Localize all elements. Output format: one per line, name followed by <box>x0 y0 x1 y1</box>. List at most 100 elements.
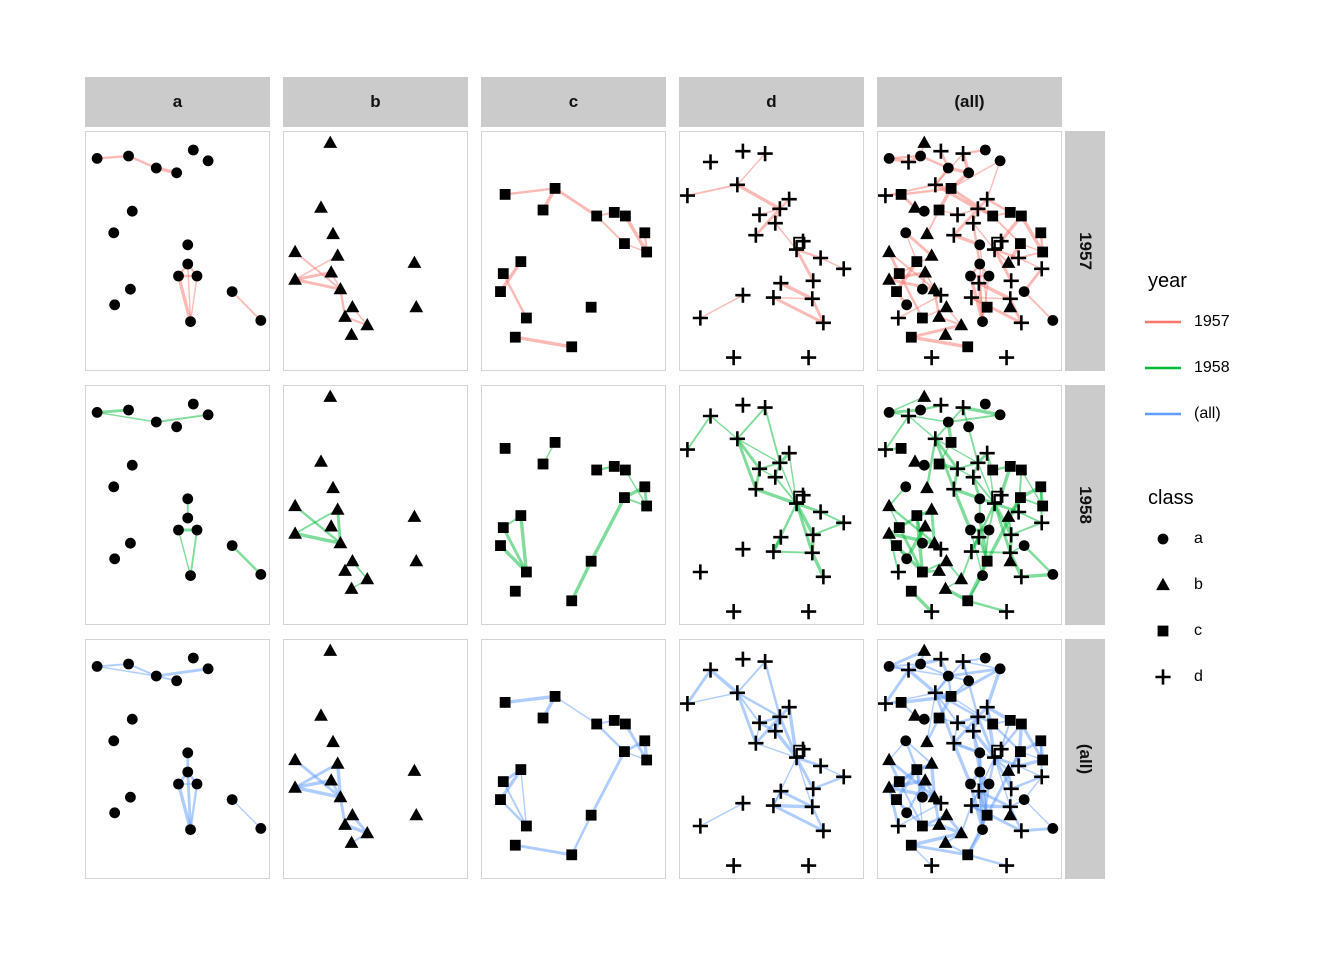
node-a15-circle-icon <box>901 807 913 819</box>
node-c12-square-icon <box>891 286 902 297</box>
node-c15-square-icon <box>905 839 917 851</box>
node-d22-plus-icon <box>726 858 742 874</box>
node-a9-circle-icon <box>182 493 194 505</box>
edge-d12-d19 <box>795 756 813 808</box>
node-b5-triangle-icon <box>924 248 939 261</box>
node-a17-circle-icon <box>1047 823 1059 834</box>
edge-d12-d19 <box>993 756 1011 808</box>
node-d14-plus-icon <box>836 261 852 277</box>
edge-c1-c2 <box>503 187 557 196</box>
node-d11-plus-icon <box>993 233 1009 249</box>
edge-d7-d9 <box>956 721 975 733</box>
node-b12-triangle-icon <box>954 826 969 839</box>
node-c9-square-icon <box>641 754 653 766</box>
node-d16-plus-icon <box>971 275 987 291</box>
node-b10-triangle-icon <box>939 300 954 313</box>
node-c3-square-icon <box>933 458 945 470</box>
facet-plot-a-(all) <box>91 652 267 835</box>
node-c4-square-icon <box>987 464 999 476</box>
node-d11-plus-icon <box>795 741 811 757</box>
node-d7-plus-icon <box>751 207 768 223</box>
node-a14-circle-icon <box>917 283 928 295</box>
edge-c10-c13 <box>519 513 529 574</box>
node-b2-triangle-icon <box>908 200 922 213</box>
edge-d14-d15 <box>812 521 845 536</box>
node-c2-square-icon <box>945 691 957 702</box>
node-d6-plus-icon <box>979 191 995 207</box>
node-a10-circle-icon <box>974 766 986 778</box>
node-d11-plus-icon <box>795 233 811 249</box>
edge-c2-c4 <box>554 695 598 725</box>
node-c11-square-icon <box>893 776 905 787</box>
node-b3-triangle-icon <box>326 734 340 748</box>
node-d13-plus-icon <box>813 250 829 266</box>
node-d9-plus-icon <box>767 469 783 485</box>
edge-c15-c16 <box>513 335 574 349</box>
node-a3-circle-icon <box>150 162 162 174</box>
node-b7-triangle-icon <box>288 526 302 539</box>
facet-row-strip-1958: 1958 <box>1065 385 1105 625</box>
facet-plot-(all)-(all) <box>877 643 1059 874</box>
node-d16-plus-icon <box>773 275 789 291</box>
edge-d17-d21 <box>771 804 825 833</box>
node-d18-plus-icon <box>933 287 949 303</box>
node-a5-circle-icon <box>187 652 199 664</box>
node-square-open-icon <box>793 490 806 503</box>
node-d1-plus-icon <box>702 662 719 678</box>
node-d19-plus-icon <box>804 799 820 815</box>
edge-a11-d10 <box>952 487 973 532</box>
node-d21-plus-icon <box>815 823 831 839</box>
node-d9-plus-icon <box>767 215 783 231</box>
node-c1-square-icon <box>895 697 907 708</box>
node-d4-plus-icon <box>877 188 893 204</box>
node-a5-circle-icon <box>979 652 991 664</box>
node-a11-circle-icon <box>965 778 976 790</box>
node-b9-triangle-icon <box>1001 255 1016 268</box>
node-square-open-icon <box>991 744 1004 757</box>
edge-d6-d8 <box>778 451 791 465</box>
facet-panel-d-1957 <box>679 131 864 371</box>
node-b5-triangle-icon <box>924 502 939 515</box>
edge-b5-a8 <box>904 739 933 765</box>
node-b12-triangle-icon <box>360 826 375 839</box>
node-a5-circle-icon <box>979 144 991 156</box>
node-c11-square-icon <box>893 522 905 533</box>
node-d6-plus-icon <box>979 699 995 715</box>
node-b11-triangle-icon <box>932 817 946 830</box>
node-a13-circle-icon <box>185 316 196 327</box>
edge-d13-d14 <box>1017 511 1043 524</box>
node-a16-circle-icon <box>226 794 238 805</box>
node-b1-triangle-icon <box>917 135 932 148</box>
node-b2-triangle-icon <box>908 708 922 721</box>
edge-a10-a13 <box>187 263 192 323</box>
node-d17-plus-icon <box>963 290 980 306</box>
node-c5-square-icon <box>1004 461 1016 472</box>
node-a12-circle-icon <box>191 524 203 536</box>
edge-c15-c16 <box>513 843 574 857</box>
node-d8-plus-icon <box>970 709 986 725</box>
node-square-open-icon <box>793 744 806 757</box>
edge-c2-c4 <box>950 695 994 725</box>
node-d19-plus-icon <box>804 291 820 307</box>
edge-c6-c9 <box>623 722 649 762</box>
node-a14-circle-icon <box>125 283 136 295</box>
legend-line-key-icon <box>1140 316 1186 328</box>
node-a13-circle-icon <box>977 570 988 581</box>
facet-panel-d-(all) <box>679 639 864 879</box>
edge-a16-a17 <box>231 798 262 830</box>
edge-d12-d13 <box>993 502 1021 514</box>
legend-item-label: 1958 <box>1194 359 1230 376</box>
node-c3-square-icon <box>537 712 549 724</box>
edge-d17-d21 <box>771 296 825 325</box>
node-c8-square-icon <box>1015 238 1026 249</box>
edge-d5-b3 <box>925 437 937 490</box>
node-d4-plus-icon <box>877 696 893 712</box>
legend-item-class-a: a <box>1140 516 1340 562</box>
node-d23-plus-icon <box>800 604 817 620</box>
edge-d5-d8 <box>735 183 782 211</box>
edge-a6-c2 <box>950 160 1001 190</box>
node-b12-triangle-icon <box>954 572 969 585</box>
node-a12-circle-icon <box>191 778 203 790</box>
facet-row-strip-1957: 1957 <box>1065 131 1105 371</box>
